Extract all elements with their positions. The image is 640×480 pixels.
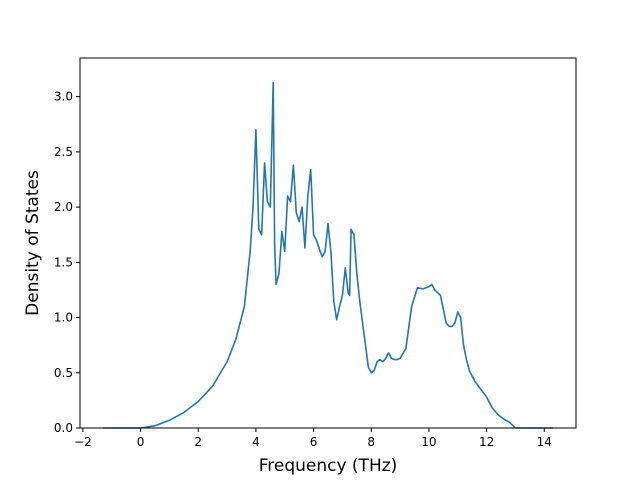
x-tick-label: 6 xyxy=(310,435,318,449)
dos-series-line xyxy=(102,81,554,429)
y-tick-label: 0.5 xyxy=(54,366,73,380)
x-tick-label: 10 xyxy=(421,435,436,449)
y-tick-label: 3.0 xyxy=(54,90,73,104)
y-tick-label: 0.0 xyxy=(54,421,73,435)
x-tick-label: 0 xyxy=(137,435,145,449)
y-tick-label: 1.0 xyxy=(54,311,73,325)
y-tick-label: 2.5 xyxy=(54,145,73,159)
y-axis-label: Density of States xyxy=(23,170,43,316)
x-tick-label: −2 xyxy=(74,435,92,449)
ticks-layer: −2 0 2 4 6 8 10 12 14 0.0 0.5 1.0 1.5 2.0 2.5 3.0 xyxy=(54,90,552,449)
x-tick-label: 14 xyxy=(537,435,552,449)
x-tick-label: 2 xyxy=(194,435,202,449)
plot-frame xyxy=(79,57,577,429)
y-tick-label: 1.5 xyxy=(54,255,73,269)
x-tick-label: 4 xyxy=(252,435,260,449)
series-layer xyxy=(102,81,554,429)
x-axis-label: Frequency (THz) xyxy=(259,456,398,476)
x-tick-label: 12 xyxy=(479,435,494,449)
y-tick-label: 2.0 xyxy=(54,200,73,214)
x-tick-label: 8 xyxy=(367,435,375,449)
